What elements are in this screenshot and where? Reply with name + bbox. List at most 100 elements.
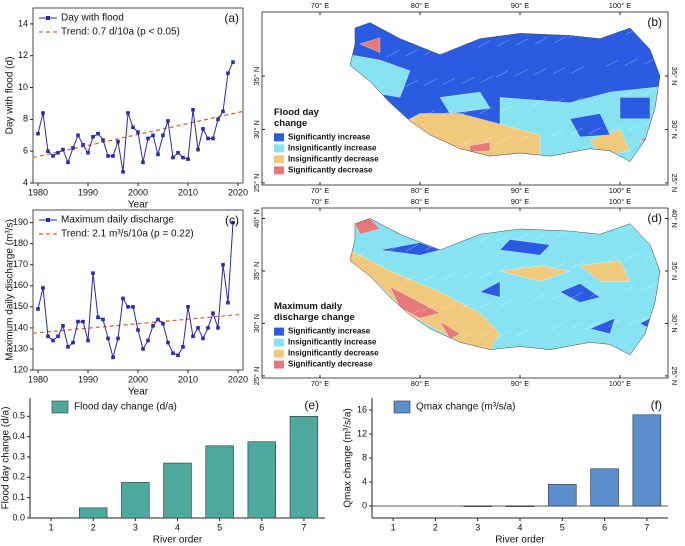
lat-label: 40° N [252,209,261,228]
point [121,170,125,174]
point [191,108,195,112]
lon-label: 70° E [311,1,329,10]
point [206,326,210,330]
point [226,300,230,305]
x-tick-label: 2000 [128,374,148,384]
bar [632,414,662,507]
legend-label: Insignificantly decrease [288,349,379,358]
point [226,71,230,76]
boundary [552,67,566,75]
y-tick-label: 0.5 [12,411,25,421]
boundary [570,97,584,105]
boundary [607,320,621,327]
point [76,133,80,138]
map-frame [261,11,669,186]
point [116,139,120,144]
y-axis-label: Maximum daily discharge (m³/s) [5,219,16,361]
boundary [587,29,601,37]
legend-label: Flood day change (d/a) [74,402,177,413]
boundary [532,293,546,301]
point [81,143,85,147]
legend-swatch [274,349,284,358]
point [196,326,200,330]
boundary [422,304,436,312]
legend-label: Significantly decrease [288,165,373,174]
legend-swatch [274,133,284,142]
legend-title: Flood day [274,107,320,118]
boundary [589,96,603,103]
y-axis-label: Qmax change (m³/s/a) [343,408,354,507]
region [559,283,601,303]
boundary [404,274,418,282]
point [191,334,195,339]
point [216,117,220,122]
boundary [460,107,474,115]
panel-label: (f) [651,398,662,412]
series-line [37,61,234,172]
point [156,317,160,322]
boundary [460,302,474,309]
legend-label: Significantly increase [288,327,371,336]
point [171,155,175,160]
point [111,355,115,360]
point [51,154,55,158]
boundary [495,70,509,78]
legend-title: discharge change [274,312,355,323]
y-tick-label: 140 [13,322,28,332]
y-tick-label: 160 [13,280,28,290]
legend-marker [46,16,50,20]
legend-swatch [274,166,284,175]
lat-label: 35° N [670,262,679,281]
y-tick-label: 0.0 [12,512,25,522]
region [359,37,381,53]
boundary [442,272,456,280]
lat-label: 30° N [670,120,679,139]
boundary [461,76,475,84]
y-tick-label: 4 [23,177,28,187]
point [121,296,125,301]
x-tick-label: 4 [517,522,522,532]
lon-label: 80° E [411,186,429,195]
y-tick-label: 180 [13,238,28,248]
lon-label: 90° E [511,1,529,10]
boundary [588,321,602,328]
boundary [461,271,475,279]
boundary [605,59,619,67]
boundary [532,99,546,107]
point [71,340,75,345]
point [66,345,70,349]
x-tick-label: 4 [175,522,180,532]
x-tick-label: 5 [217,522,222,532]
legend-label: Trend: 0.7 d/10a (p < 0.05) [61,27,180,38]
lon-label: 100° E [609,197,632,206]
point [156,152,160,157]
point [111,154,115,158]
boundary [388,310,402,318]
point [91,271,95,275]
point [206,136,210,141]
legend-swatch [274,327,284,336]
legend-label: Day with flood [61,13,124,24]
boundary [441,303,455,310]
legend-swatch [51,400,69,414]
point [41,286,45,290]
boundary [496,235,510,242]
lat-label: 25° N [252,366,261,385]
boundary [404,80,418,87]
y-tick-label: 6 [23,146,28,156]
bar [205,445,234,519]
x-tick-label: 1990 [78,374,98,384]
boundary [406,146,420,154]
point [136,328,140,332]
point [166,119,170,123]
boundary [587,225,601,233]
boundary [423,273,437,281]
region [389,286,441,319]
boundary [515,38,529,46]
lat-label: 35° N [670,67,679,86]
point [196,147,200,152]
point [221,109,225,114]
x-axis-label: River order [495,535,545,546]
point [41,111,45,115]
